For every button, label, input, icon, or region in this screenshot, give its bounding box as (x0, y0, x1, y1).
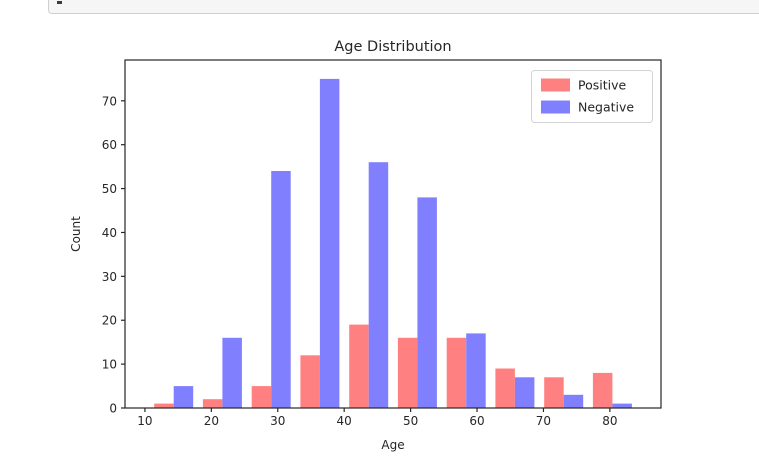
cropped-text-fragment (57, 1, 62, 4)
negative-bar (417, 197, 437, 408)
positive-bar (251, 386, 272, 408)
negative-bar (173, 386, 194, 408)
legend-swatch-negative (541, 100, 570, 114)
positive-bar (592, 372, 613, 408)
y-tick-label: 50 (102, 182, 117, 196)
x-tick-label: 30 (270, 414, 285, 428)
plot-area: 10 20 30 40 50 60 70 80 0 10 20 30 40 50 60 70 (102, 59, 662, 428)
x-tick-label: 50 (403, 414, 418, 428)
y-tick-label: 20 (102, 314, 117, 328)
positive-bar (397, 337, 418, 408)
x-tick-label: 10 (137, 414, 152, 428)
negative-bar (563, 394, 584, 408)
y-axis-label: Count (69, 216, 83, 252)
positive-bar (349, 324, 369, 408)
negative-bar (514, 377, 535, 408)
positive-bar (544, 377, 564, 408)
x-tick-label: 70 (536, 414, 551, 428)
negative-bar (466, 333, 486, 408)
chart-title: Age Distribution (334, 39, 451, 55)
y-tick-label: 10 (102, 358, 117, 372)
y-tick-label: 40 (102, 226, 117, 240)
x-tick-label: 20 (204, 414, 219, 428)
negative-bar (319, 78, 340, 409)
legend-label-positive: Positive (578, 78, 626, 93)
legend-swatch-positive (541, 78, 570, 92)
y-tick-label: 60 (102, 138, 117, 152)
x-tick-label: 40 (337, 414, 352, 428)
legend: Positive Negative (531, 70, 653, 123)
negative-bar (222, 337, 242, 408)
negative-bar (368, 162, 389, 408)
x-tick-label: 60 (469, 414, 484, 428)
positive-bar (446, 337, 467, 408)
x-tick-label: 80 (602, 414, 617, 428)
axes-spines (124, 59, 662, 409)
positive-bar (154, 403, 174, 408)
y-tick-label: 0 (109, 402, 117, 416)
negative-bar (271, 171, 291, 408)
positive-bar (495, 368, 515, 408)
positive-bar (300, 355, 320, 408)
code-cell-bottom[interactable] (48, 0, 759, 14)
x-axis-label: Age (381, 438, 404, 452)
legend-label-negative: Negative (578, 100, 634, 115)
negative-bar (612, 403, 632, 408)
y-tick-label: 70 (102, 94, 117, 108)
positive-bar (202, 399, 223, 408)
y-tick-label: 30 (102, 270, 117, 284)
